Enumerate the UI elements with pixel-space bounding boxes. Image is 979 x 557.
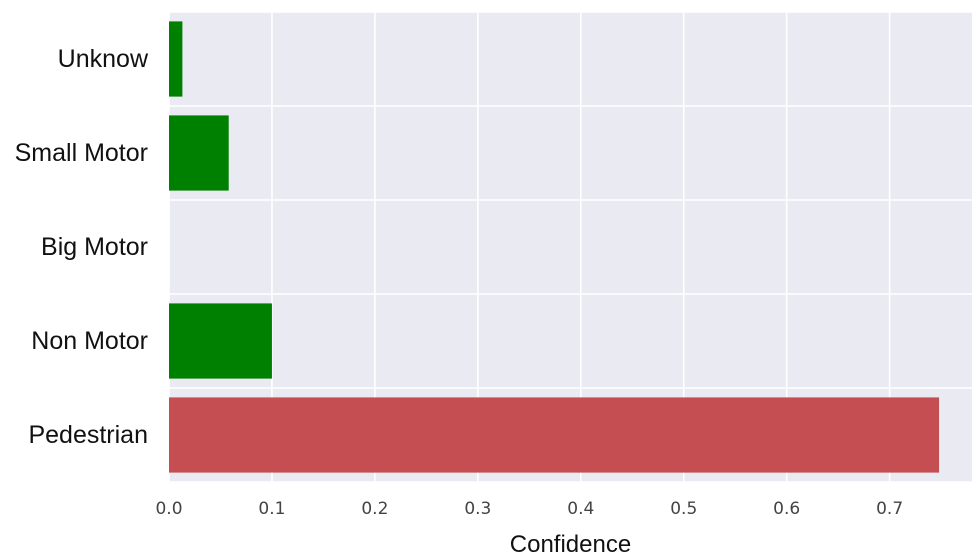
x-axis-title: Confidence xyxy=(510,531,631,557)
grid-lines xyxy=(168,11,972,483)
x-tick-label: 0.5 xyxy=(670,499,697,519)
category-label: Big Motor xyxy=(41,233,148,261)
bar-pedestrian xyxy=(169,397,940,473)
x-tick-label: 0.1 xyxy=(258,499,285,519)
x-tick-label: 0.2 xyxy=(361,499,388,519)
bars xyxy=(169,21,940,473)
category-labels: Unknow Small Motor Big Motor Non Motor Pedes… xyxy=(15,45,149,449)
category-label: Unknow xyxy=(58,45,149,73)
x-tick-labels: 0.0 0.1 0.2 0.3 0.4 0.5 0.6 0.7 xyxy=(155,499,903,519)
x-tick-label: 0.4 xyxy=(567,499,594,519)
x-tick-label: 0.0 xyxy=(155,499,182,519)
category-label: Pedestrian xyxy=(28,421,148,449)
x-tick-label: 0.7 xyxy=(876,499,903,519)
category-label: Small Motor xyxy=(15,139,148,167)
bar-non-motor xyxy=(169,303,272,379)
bar-small-motor xyxy=(169,115,229,191)
bar-unknow xyxy=(169,21,183,97)
category-label: Non Motor xyxy=(31,327,148,355)
x-tick-label: 0.3 xyxy=(464,499,491,519)
x-tick-label: 0.6 xyxy=(773,499,800,519)
